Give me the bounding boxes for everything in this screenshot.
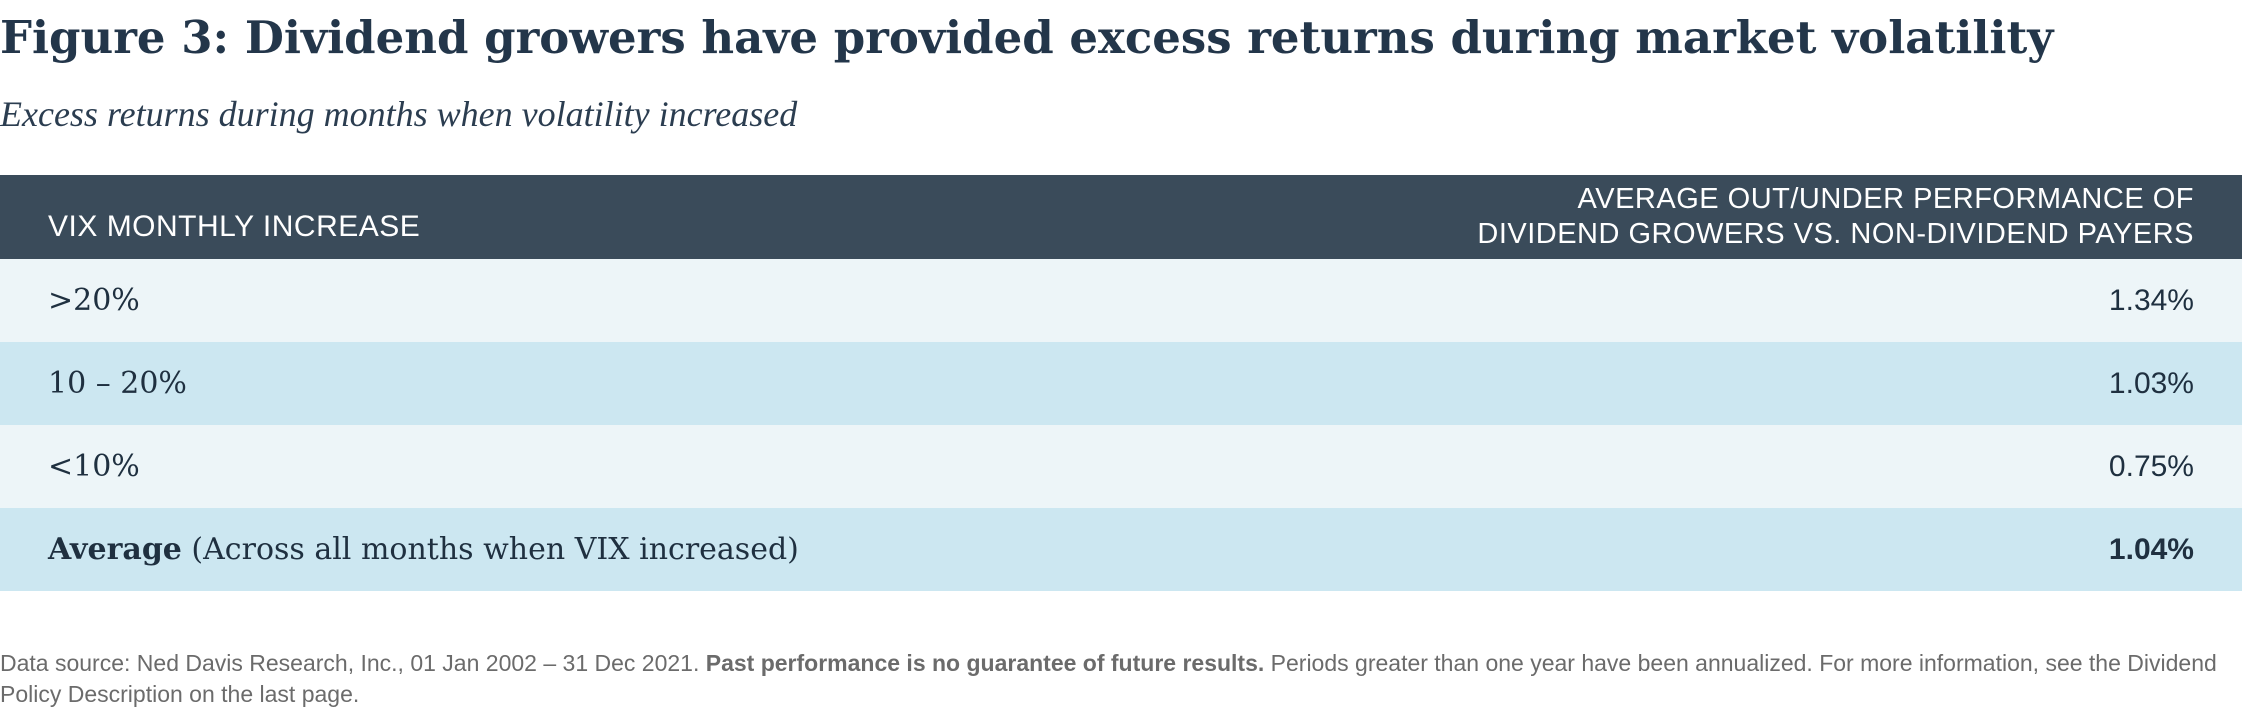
average-label-bold: Average bbox=[48, 532, 182, 567]
row-label: >20% bbox=[48, 283, 140, 318]
source-footnote: Data source: Ned Davis Research, Inc., 0… bbox=[0, 648, 2230, 710]
footnote-details: Periods greater than one year have been … bbox=[0, 650, 2217, 707]
table-row: <10% 0.75% bbox=[0, 425, 2242, 508]
footnote-source: Data source: Ned Davis Research, Inc., 0… bbox=[0, 650, 706, 676]
row-value: 1.03% bbox=[2108, 366, 2194, 400]
header-average-performance-line2: DIVIDEND GROWERS VS. NON-DIVIDEND PAYERS bbox=[1477, 218, 2194, 250]
table-row: >20% 1.34% bbox=[0, 259, 2242, 342]
table-row: 10 – 20% 1.03% bbox=[0, 342, 2242, 425]
header-average-performance-line1: AVERAGE OUT/UNDER PERFORMANCE OF bbox=[1577, 183, 2194, 215]
footnote-disclaimer: Past performance is no guarantee of futu… bbox=[705, 650, 1265, 676]
header-average-performance: AVERAGE OUT/UNDER PERFORMANCE OF DIVIDEN… bbox=[1477, 182, 2194, 252]
table-header: VIX MONTHLY INCREASE AVERAGE OUT/UNDER P… bbox=[0, 175, 2242, 259]
row-label: <10% bbox=[48, 449, 140, 484]
excess-returns-table: VIX MONTHLY INCREASE AVERAGE OUT/UNDER P… bbox=[0, 175, 2242, 591]
figure-title: Figure 3: Dividend growers have provided… bbox=[0, 11, 2054, 64]
average-label-rest: (Across all months when VIX increased) bbox=[181, 532, 799, 567]
average-value: 1.04% bbox=[2108, 532, 2194, 566]
row-value: 1.34% bbox=[2108, 283, 2194, 317]
row-value: 0.75% bbox=[2108, 449, 2194, 483]
header-vix-monthly-increase: VIX MONTHLY INCREASE bbox=[48, 210, 421, 243]
row-label: 10 – 20% bbox=[48, 366, 187, 401]
average-label: Average (Across all months when VIX incr… bbox=[48, 532, 799, 567]
average-row: Average (Across all months when VIX incr… bbox=[0, 508, 2242, 591]
figure-subtitle: Excess returns during months when volati… bbox=[0, 94, 798, 134]
